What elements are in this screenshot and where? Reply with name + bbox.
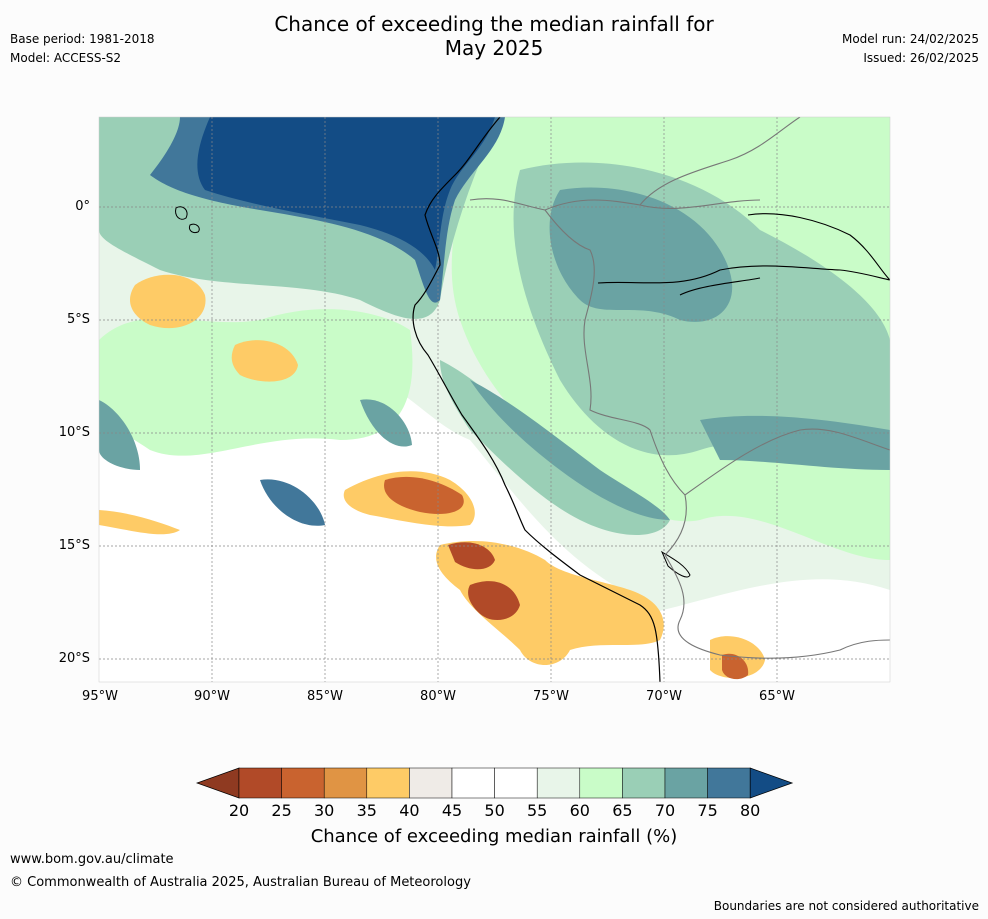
region-teal-offshore	[360, 399, 412, 447]
lon-label-70w: 70°W	[646, 689, 682, 704]
region-very-dry-bolivia	[722, 653, 749, 680]
colorbar-tick-label: 55	[527, 801, 548, 820]
colorbar-bin	[409, 767, 453, 799]
colorbar-bin	[238, 767, 282, 799]
colorbar-extend-low	[195, 767, 240, 799]
colorbar	[195, 767, 794, 799]
boundary-disclaimer: Boundaries are not considered authoritat…	[713, 899, 979, 913]
lon-label-75w: 75°W	[533, 689, 569, 704]
colorbar-bin	[451, 767, 495, 799]
colorbar-bin	[664, 767, 708, 799]
colorbar-tick-label: 20	[228, 801, 250, 820]
colorbar-bin	[622, 767, 666, 799]
colorbar-bin	[707, 767, 751, 799]
title-line-1: Chance of exceeding the median rainfall …	[274, 12, 714, 36]
region-very-dry-south-1	[448, 542, 495, 570]
region-dark-blue-north	[197, 117, 495, 270]
region-dry-offshore-1	[130, 274, 206, 329]
footer-copyright: © Commonwealth of Australia 2025, Austra…	[10, 875, 471, 890]
region-teal-amazon-core	[549, 187, 733, 322]
base-period: Base period: 1981-2018	[10, 32, 155, 46]
colorbar-title: Chance of exceeding median rainfall (%)	[310, 826, 678, 847]
colorbar-tick-label: 40	[399, 801, 420, 820]
colorbar-tick-label: 50	[484, 801, 505, 820]
colorbar-tick-label: 30	[314, 801, 335, 820]
lat-label-0: 0°	[75, 199, 90, 214]
colorbar-bin	[536, 767, 581, 799]
lon-label-95w: 95°W	[82, 689, 118, 704]
region-dry-west-strip	[99, 510, 180, 535]
region-near-median-se	[620, 579, 890, 682]
region-light-green-west	[99, 309, 413, 456]
lat-label-20s: 20°S	[58, 651, 90, 666]
lon-label-80w: 80°W	[420, 689, 456, 704]
colorbar-tick-label: 35	[356, 801, 377, 820]
lon-label-65w: 65°W	[759, 689, 795, 704]
colorbar-bin	[366, 767, 410, 799]
region-dry-south	[436, 540, 664, 665]
meta-left: Base period: 1981-2018 Model: ACCESS-S2	[10, 30, 155, 68]
colorbar-bin	[494, 767, 538, 799]
colorbar-tick-label: 75	[697, 801, 718, 820]
colorbar-extend-high	[749, 767, 794, 799]
amazon-river	[597, 213, 890, 296]
region-teal-west-edge	[99, 400, 140, 470]
colorbar-bin	[579, 767, 623, 799]
region-blue-offshore	[260, 479, 325, 526]
colorbar-tick-label: 65	[612, 801, 633, 820]
title-line-2: May 2025	[444, 36, 544, 60]
region-teal-coast-band	[470, 380, 670, 520]
colorbar-tick-label: 70	[654, 801, 676, 820]
lat-label-5s: 5°S	[66, 312, 90, 327]
model-name: Model: ACCESS-S2	[10, 51, 122, 65]
issued-date: Issued: 26/02/2025	[863, 51, 979, 65]
footer-url[interactable]: www.bom.gov.au/climate	[10, 852, 174, 867]
colorbar-bin	[323, 767, 368, 799]
country-borders	[469, 117, 890, 659]
coastline	[412, 117, 661, 682]
lon-label-85w: 85°W	[307, 689, 343, 704]
colorbar-tick-label: 45	[441, 801, 463, 820]
lon-label-90w: 90°W	[194, 689, 230, 704]
region-very-dry-peru	[384, 476, 464, 515]
lat-label-15s: 15°S	[58, 538, 90, 553]
region-very-dry-south-2	[468, 581, 520, 621]
region-teal-east-band	[700, 415, 890, 470]
colorbar-tick-label: 60	[569, 801, 590, 820]
lat-label-10s: 10°S	[58, 425, 90, 440]
colorbar-tick-label: 80	[740, 801, 761, 820]
map-title: Chance of exceeding the median rainfall …	[0, 12, 988, 60]
model-run: Model run: 24/02/2025	[841, 32, 979, 46]
region-dry-offshore-2	[231, 340, 298, 382]
meta-right: Model run: 24/02/2025 Issued: 26/02/2025	[842, 30, 979, 68]
colorbar-bin	[281, 767, 325, 799]
colorbar-tick-label: 25	[271, 801, 292, 820]
galapagos-islands	[175, 206, 200, 233]
map-frame	[98, 116, 891, 683]
map-field	[99, 117, 890, 682]
